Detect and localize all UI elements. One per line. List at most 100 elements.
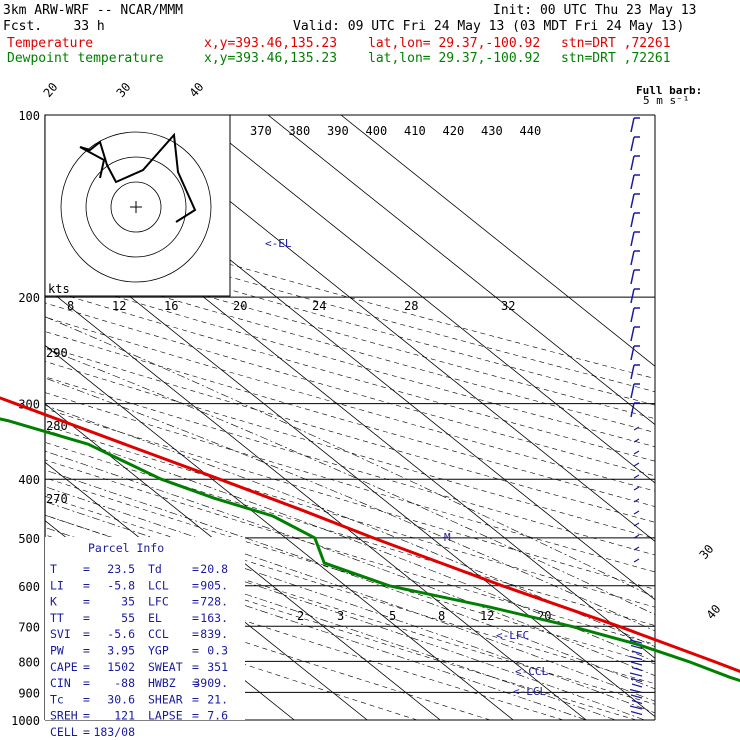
el-marker: <-EL bbox=[265, 237, 292, 250]
dry-adiabat bbox=[45, 424, 655, 608]
parcel-row-key1: T bbox=[50, 562, 57, 576]
temperature-station: stn=DRT ,72261 bbox=[561, 36, 671, 51]
hodograph-ring bbox=[110, 181, 162, 233]
parcel-row-key1: CAPE bbox=[50, 660, 78, 674]
isotherm-line bbox=[45, 344, 514, 720]
temperature-xy: x,y=393.46,135.23 bbox=[204, 36, 338, 51]
parcel-row-val1: 35 bbox=[121, 595, 135, 609]
wind-barb bbox=[631, 683, 643, 688]
wind-barb bbox=[630, 710, 643, 716]
parcel-row-eq1: = bbox=[83, 676, 90, 690]
wind-barb bbox=[630, 155, 635, 171]
wind-barb bbox=[630, 661, 643, 666]
wind-barb bbox=[630, 288, 635, 304]
wind-barb bbox=[630, 212, 635, 228]
dry-adiabat-label: 290 bbox=[46, 346, 68, 360]
parcel-row-key2: LAPSE bbox=[148, 709, 183, 723]
dry-adiabat bbox=[45, 316, 655, 492]
theta-label: 410 bbox=[404, 124, 426, 138]
isotherm-line bbox=[45, 228, 655, 718]
parcel-row-key2: CCL bbox=[148, 627, 169, 641]
wind-barb bbox=[633, 426, 640, 431]
pressure-tick-label: 900 bbox=[18, 686, 40, 700]
theta-label: 400 bbox=[366, 124, 388, 138]
dry-adiabat bbox=[45, 236, 655, 406]
wind-barb bbox=[630, 677, 643, 683]
parcel-row-val2: 21. bbox=[207, 692, 228, 706]
parcel-row-key1: SREH bbox=[50, 709, 78, 723]
wind-barb bbox=[630, 402, 635, 418]
parcel-row-eq2: = bbox=[192, 692, 199, 706]
parcel-row-eq2: = bbox=[192, 709, 199, 723]
wind-barb bbox=[630, 694, 643, 699]
wind-barb bbox=[630, 269, 635, 285]
parcel-row-val1: -88 bbox=[114, 676, 135, 690]
parcel-row-key1: SVI bbox=[50, 627, 71, 641]
dry-adiabat bbox=[45, 288, 655, 462]
wind-barb bbox=[633, 462, 640, 467]
parcel-row-eq1: = bbox=[83, 562, 90, 576]
parcel-row-val2: 20.8 bbox=[200, 562, 228, 576]
parcel-info-background bbox=[45, 537, 245, 720]
parcel-row-val1: 3.95 bbox=[107, 644, 135, 658]
hodograph-ring-label: 12 bbox=[112, 299, 126, 313]
parcel-info-title: Parcel Info bbox=[88, 541, 164, 555]
wind-barb bbox=[633, 510, 640, 515]
parcel-row-key2: YGP bbox=[148, 644, 169, 658]
parcel-row-key2: SWEAT bbox=[148, 660, 183, 674]
wind-barb bbox=[633, 450, 640, 455]
lfc-marker: <-LFC bbox=[496, 629, 529, 642]
theta-label: 370 bbox=[250, 124, 272, 138]
parcel-row-eq1: = bbox=[83, 611, 90, 625]
theta-label: 390 bbox=[327, 124, 349, 138]
wind-barb bbox=[630, 383, 635, 399]
parcel-row-key1: LI bbox=[50, 578, 64, 592]
model-title: 3km ARW-WRF -- NCAR/MMM bbox=[3, 3, 184, 18]
moist-adiabat bbox=[45, 405, 655, 647]
parcel-row-key2: EL bbox=[148, 611, 162, 625]
parcel-row-val2: 351 bbox=[207, 660, 228, 674]
parcel-row-key2: LFC bbox=[148, 595, 169, 609]
pressure-tick-label: 400 bbox=[18, 473, 40, 487]
forecast-hour: Fcst. 33 h bbox=[3, 19, 105, 34]
dry-adiabat bbox=[45, 597, 418, 720]
hodograph-units: kts bbox=[48, 282, 70, 296]
parcel-row-val1: 30.6 bbox=[107, 692, 135, 706]
hodograph-ring-label: 8 bbox=[67, 299, 74, 313]
parcel-row-eq1: = bbox=[83, 578, 90, 592]
parcel-row-val2: 0.3 bbox=[207, 644, 228, 658]
theta-label: 430 bbox=[481, 124, 503, 138]
hodograph-ring-label: 20 bbox=[233, 299, 247, 313]
parcel-row-val1: 1502 bbox=[107, 660, 135, 674]
parcel-row-eq1: = bbox=[83, 627, 90, 641]
isotherm-line bbox=[194, 115, 655, 484]
lcl-marker: <-LCL bbox=[513, 685, 546, 698]
wind-legend-title: Full barb: bbox=[636, 84, 702, 97]
parcel-row-val1: 121 bbox=[114, 709, 135, 723]
wind-barb bbox=[633, 438, 640, 443]
wind-barb bbox=[633, 522, 640, 527]
parcel-row-eq1: = bbox=[83, 644, 90, 658]
wind-barb bbox=[629, 655, 643, 661]
parcel-row-val1: -5.6 bbox=[107, 627, 135, 641]
mixing-ratio-label: 8 bbox=[438, 609, 445, 623]
wind-barb bbox=[629, 688, 643, 694]
dry-adiabat bbox=[45, 331, 655, 507]
parcel-row-eq2: = bbox=[192, 595, 199, 609]
pressure-tick-label: 100 bbox=[18, 109, 40, 123]
wind-barb bbox=[630, 644, 643, 650]
wind-barb bbox=[633, 486, 640, 491]
dewpoint-xy: x,y=393.46,135.23 bbox=[204, 51, 338, 66]
dry-adiabat bbox=[45, 408, 655, 590]
parcel-row-eq2: = bbox=[192, 627, 199, 641]
isotherm-label-right: 40 bbox=[704, 602, 724, 622]
parcel-row-eq1: = bbox=[83, 660, 90, 674]
dewpoint-latlon: lat,lon= 29.37,-100.92 bbox=[368, 51, 541, 66]
wind-barb bbox=[630, 326, 635, 342]
pressure-tick-label: 1000 bbox=[11, 714, 40, 728]
isotherm-label: 20 bbox=[41, 80, 61, 100]
parcel-row-eq2: = bbox=[192, 578, 199, 592]
hodograph-ring-label: 32 bbox=[501, 299, 515, 313]
wind-barbs bbox=[629, 117, 643, 716]
